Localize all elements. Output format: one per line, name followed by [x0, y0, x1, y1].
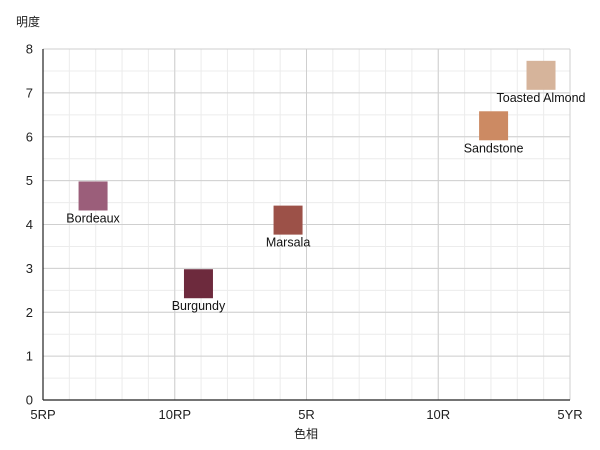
y-tick-label: 6	[26, 129, 33, 144]
x-tick-label: 10R	[426, 407, 450, 422]
label-marsala: Marsala	[266, 236, 311, 250]
y-tick-labels: 0 1 2 3 4 5 6 7 8	[26, 42, 33, 408]
label-bordeaux: Bordeaux	[66, 211, 120, 225]
swatch-toasted-almond	[526, 60, 556, 90]
x-tick-label: 5RP	[30, 407, 55, 422]
axes	[42, 49, 570, 401]
label-sandstone: Sandstone	[464, 141, 524, 155]
y-tick-label: 1	[26, 349, 33, 364]
x-tick-labels: 5RP 10RP 5R 10R 5YR	[30, 407, 582, 422]
x-axis-title: 色相	[294, 427, 318, 441]
swatch-burgundy	[183, 269, 213, 299]
x-tick-label: 5R	[298, 407, 315, 422]
x-tick-label: 10RP	[158, 407, 191, 422]
swatch-bordeaux	[78, 181, 108, 211]
label-burgundy: Burgundy	[172, 299, 226, 313]
y-axis-title: 明度	[16, 14, 40, 29]
data-points: Bordeaux Burgundy Marsala Sandstone Toasted …	[66, 60, 586, 313]
swatch-marsala	[273, 205, 303, 235]
y-tick-label: 7	[26, 85, 33, 100]
swatch-sandstone	[479, 111, 509, 141]
y-tick-label: 5	[26, 173, 33, 188]
y-tick-label: 4	[26, 217, 33, 232]
y-tick-label: 0	[26, 393, 33, 408]
y-tick-label: 2	[26, 305, 33, 320]
y-tick-label: 3	[26, 261, 33, 276]
label-toasted-almond: Toasted Almond	[497, 91, 586, 105]
y-tick-label: 8	[26, 42, 33, 57]
x-tick-label: 5YR	[557, 407, 582, 422]
